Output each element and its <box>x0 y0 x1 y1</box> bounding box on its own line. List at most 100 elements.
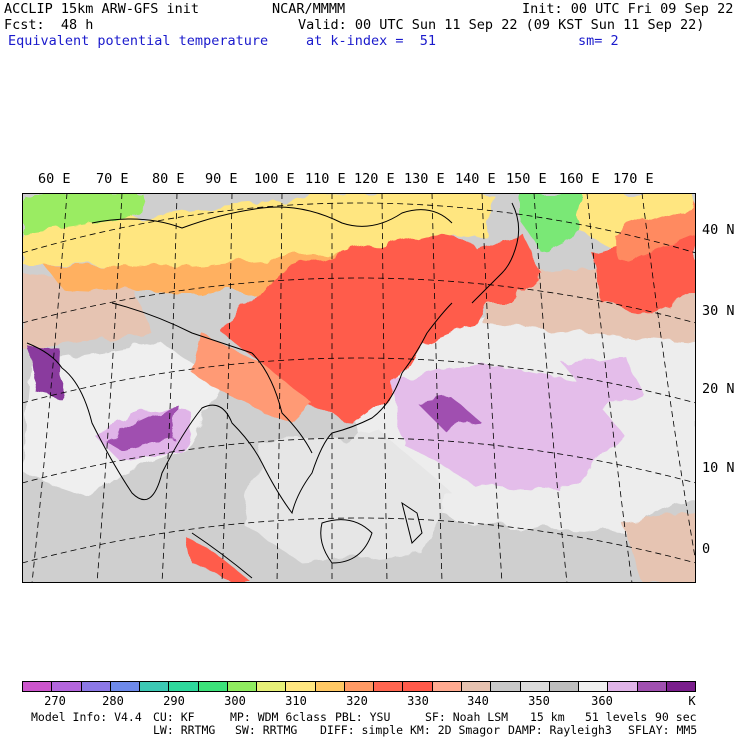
lon-label: 60 E <box>38 171 71 187</box>
colorbar-swatch <box>374 682 404 691</box>
lon-label: 80 E <box>152 171 185 187</box>
colorbar-tick: 290 <box>163 694 185 708</box>
lat-line <box>22 277 696 324</box>
lat-line <box>22 437 696 484</box>
border-china-north <box>91 206 453 229</box>
init-time: Init: 00 UTC Fri 09 Sep 22 <box>522 1 734 17</box>
coast-philippines <box>401 501 423 544</box>
lon-label: 140 E <box>455 171 496 187</box>
purple-region-pacific <box>417 398 482 428</box>
org-label: NCAR/MMMM <box>272 1 346 17</box>
colorbar-tick: 360 <box>591 694 613 708</box>
footer-pbl: PBL: YSU <box>335 710 391 724</box>
field-name: Equivalent potential temperature <box>8 33 269 49</box>
lon-line <box>221 193 233 583</box>
lon-line <box>381 193 388 583</box>
lon-line <box>161 193 178 583</box>
light-region-india <box>22 343 222 493</box>
map-frame <box>22 193 696 583</box>
purple-region-arabia <box>30 348 62 398</box>
lon-line <box>481 193 503 583</box>
lat-label: 40 N <box>702 222 735 238</box>
colorbar-swatch <box>110 682 141 691</box>
colorbar-swatch <box>227 682 258 691</box>
footer-sf: SF: Noah LSM <box>425 710 509 724</box>
purple-region-india <box>102 408 182 451</box>
colorbar-swatch <box>198 682 228 691</box>
footer-timestep: 90 sec <box>655 710 697 724</box>
footer-lw: LW: RRTMG <box>153 723 216 737</box>
lavender-region-east <box>562 353 642 413</box>
valid-time: Valid: 00 UTC Sun 11 Sep 22 (09 KST Sun … <box>298 17 705 33</box>
lon-line <box>586 193 633 583</box>
lon-line <box>431 193 443 583</box>
colorbar-tick: 350 <box>528 694 550 708</box>
footer-km: KM: 2D Smagor <box>410 723 501 737</box>
footer-mp: MP: WDM 6class <box>230 710 327 724</box>
footer-cu: CU: KF <box>153 710 195 724</box>
orange-region-pacific <box>612 203 696 263</box>
graticule <box>22 193 696 583</box>
tan-region-south <box>622 513 696 583</box>
colorbar-swatch <box>491 682 521 691</box>
smoothing-label: sm= 2 <box>578 33 619 49</box>
footer-sflay: SFLAY: MM5 <box>628 723 698 737</box>
colorbar-tick: 320 <box>346 694 368 708</box>
colorbar-tick: 310 <box>285 694 307 708</box>
colorbar-swatch <box>315 682 345 691</box>
lat-label: 0 <box>702 541 711 557</box>
lon-line <box>31 193 68 583</box>
lon-line <box>533 193 568 583</box>
lat-label: 20 N <box>702 381 735 397</box>
level-label: at k-index = 51 <box>306 33 437 49</box>
coast-japan <box>471 202 520 304</box>
model-title: ACCLIP 15km ARW-GFS init <box>4 1 200 17</box>
colorbar-swatch <box>666 682 696 691</box>
lon-label: 70 E <box>96 171 129 187</box>
colorbar-swatch <box>461 682 492 691</box>
lat-label: 10 N <box>702 460 735 476</box>
footer-resolution: 15 km <box>530 710 565 724</box>
red-region-sumatra <box>187 538 252 583</box>
lon-label: 110 E <box>305 171 346 187</box>
lon-label: 170 E <box>613 171 654 187</box>
colorbar-unit: K <box>688 694 696 708</box>
footer-sw: SW: RRTMG <box>235 723 298 737</box>
yellow-region-northeast <box>582 193 696 253</box>
colorbar-tick: 340 <box>467 694 489 708</box>
colorbar-swatch <box>344 682 375 691</box>
colorbar-tick: 280 <box>102 694 124 708</box>
colorbar-swatch <box>52 682 82 691</box>
colorbar-swatch <box>286 682 316 691</box>
lon-label: 130 E <box>404 171 445 187</box>
colorbar-swatch <box>169 682 199 691</box>
colorbar <box>22 681 696 692</box>
light-region-south <box>242 433 452 563</box>
lat-label: 30 N <box>702 303 735 319</box>
footer-levels: 51 levels <box>585 710 648 724</box>
lon-label: 120 E <box>354 171 395 187</box>
salmon-region-china <box>192 333 312 423</box>
lat-line <box>22 357 696 404</box>
colorbar-swatch <box>549 682 580 691</box>
colorbar-swatch <box>520 682 550 691</box>
footer-damp: DAMP: Rayleigh3 <box>508 723 612 737</box>
colorbar-swatch <box>637 682 667 691</box>
border-southeast-asia <box>251 352 313 454</box>
footer-diff: DIFF: simple <box>320 723 404 737</box>
lon-line <box>276 193 283 583</box>
coast-sumatra <box>191 532 253 579</box>
colorbar-swatch <box>23 682 53 691</box>
colorbar-swatch <box>608 682 638 691</box>
lon-label: 100 E <box>254 171 295 187</box>
lat-line <box>22 202 696 254</box>
border-himalaya <box>111 302 253 354</box>
coast-borneo <box>320 519 373 564</box>
footer-model-info: Model Info: V4.4 <box>31 710 142 724</box>
colorbar-swatch <box>579 682 609 691</box>
red-region-japan <box>462 233 542 303</box>
colorbar-tick: 270 <box>44 694 66 708</box>
lon-line <box>96 193 123 583</box>
lat-line <box>22 517 696 564</box>
colorbar-swatch <box>140 682 170 691</box>
